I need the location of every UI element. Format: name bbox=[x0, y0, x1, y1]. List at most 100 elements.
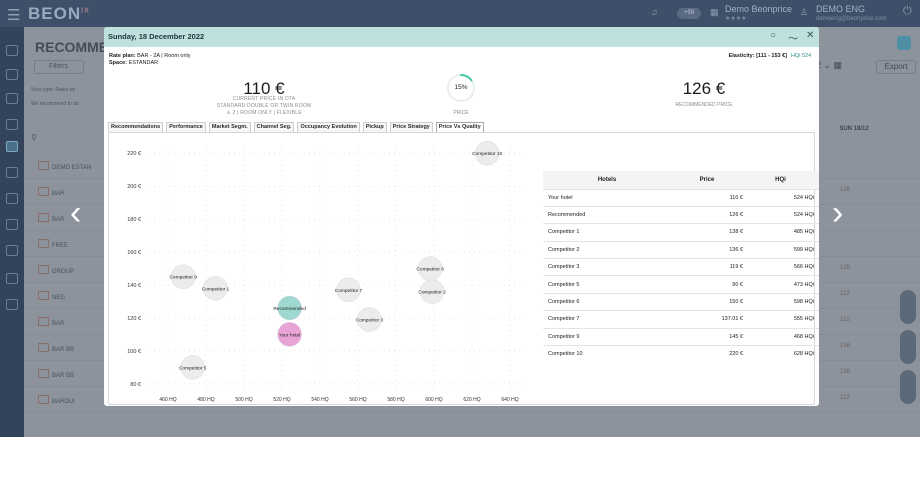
tab-performance[interactable]: Performance bbox=[166, 122, 206, 132]
y-tick-label: 120 € bbox=[127, 316, 141, 322]
table-row[interactable]: Competitor 2 136 €599 HQi bbox=[543, 240, 819, 259]
x-tick-label: 520 HQ bbox=[273, 397, 290, 403]
nav-dashboard-icon[interactable] bbox=[6, 45, 18, 56]
bell-icon[interactable]: ♫ bbox=[651, 7, 658, 17]
export-button[interactable]: Export bbox=[876, 60, 916, 74]
app-screen: ☰ BEONIX ♫ +99 ▦ Demo Beonprice ★★★★ ♙ DE… bbox=[0, 0, 920, 437]
hamburger-menu-icon[interactable]: ☰ bbox=[7, 7, 21, 24]
close-icon[interactable]: ✕ bbox=[806, 30, 815, 41]
table-row[interactable]: Competitor 1 138 €485 HQi bbox=[543, 223, 819, 242]
rate-label: BAR bbox=[38, 187, 64, 197]
logo-text: BEON bbox=[28, 4, 82, 23]
price-gauge bbox=[447, 74, 475, 102]
nav-grid-icon[interactable] bbox=[6, 93, 18, 104]
scatter-point bbox=[170, 264, 196, 289]
tab-market-segm[interactable]: Market Segm. bbox=[208, 122, 251, 132]
tab-occupancy-evolution[interactable]: Occupancy Evolution bbox=[297, 122, 360, 132]
table-row[interactable]: Competitor 10 220 €628 HQi bbox=[543, 345, 819, 363]
y-tick-label: 100 € bbox=[127, 349, 141, 355]
x-tick-label: 600 HQ bbox=[425, 397, 442, 403]
notifications-badge[interactable]: +99 bbox=[677, 8, 701, 19]
table-row[interactable]: Competitor 9 145 €468 HQi bbox=[543, 327, 819, 346]
table-row[interactable]: Competitor 6 150 €598 HQi bbox=[543, 292, 819, 311]
hqi-cell: 599 HQi bbox=[747, 240, 819, 259]
hotel-name-cell: Competitor 9 bbox=[543, 327, 671, 346]
point-label: Competitor 10 bbox=[472, 151, 502, 157]
page-title: RECOMMEN bbox=[35, 39, 119, 55]
scatter-point bbox=[203, 276, 228, 301]
elasticity-range: Elasticity: [111 - 153 €] bbox=[728, 53, 787, 59]
hotel-name-cell: Competitor 2 bbox=[543, 240, 671, 259]
tab-channel-seg[interactable]: Channel Seg. bbox=[253, 122, 295, 132]
nav-analytics-icon[interactable] bbox=[6, 273, 18, 284]
point-label: Competitor 9 bbox=[169, 275, 197, 281]
help-docs-tab[interactable] bbox=[900, 370, 916, 404]
nav-groups-icon[interactable] bbox=[6, 167, 18, 178]
tab-recommendations[interactable]: Recommendations bbox=[108, 122, 164, 132]
scatter-point bbox=[474, 140, 500, 166]
rate-value: 122 bbox=[840, 317, 851, 323]
rate-plan-value: BAR - 2A | Room only bbox=[137, 53, 191, 59]
hotel-news-tab[interactable] bbox=[900, 330, 916, 364]
point-label: Your hotel bbox=[279, 332, 300, 338]
rate-plan-info: Rate plan: BAR - 2A | Room only Space: E… bbox=[109, 53, 191, 67]
table-row[interactable]: Competitor 3 119 €566 HQi bbox=[543, 258, 819, 276]
chat-icon[interactable]: ○ bbox=[770, 30, 777, 41]
hqi-cell: 524 HQi bbox=[747, 188, 819, 207]
nav-settings-icon[interactable] bbox=[6, 299, 18, 310]
panel-toggle-icon[interactable] bbox=[897, 36, 911, 50]
rate-label: FREE bbox=[38, 239, 68, 249]
power-icon[interactable]: ⏻ bbox=[903, 5, 912, 17]
previous-day-arrow[interactable]: ‹ bbox=[70, 194, 82, 232]
hotel-name-cell: Competitor 3 bbox=[543, 258, 671, 276]
search-icon[interactable]: ⚲ bbox=[31, 133, 37, 142]
nav-rates-icon[interactable] bbox=[6, 119, 18, 130]
guests-icon: ♙ bbox=[226, 110, 231, 116]
column-header-sun: SUN 18/12 bbox=[839, 126, 869, 132]
nav-recommendations-icon[interactable] bbox=[6, 141, 18, 152]
tab-price-vs-quality[interactable]: Price Vs Quality bbox=[435, 122, 484, 132]
y-tick-label: 140 € bbox=[127, 283, 141, 289]
next-day-arrow[interactable]: › bbox=[832, 194, 844, 232]
tab-pickup[interactable]: Pickup bbox=[362, 122, 387, 132]
scatter-point bbox=[419, 279, 445, 304]
app-logo[interactable]: BEONIX bbox=[28, 4, 90, 24]
table-row[interactable]: Recommended 126 €524 HQi bbox=[543, 205, 819, 224]
rate-label: BAR BB bbox=[38, 343, 74, 353]
nav-reports-icon[interactable] bbox=[6, 193, 18, 204]
trend-icon[interactable]: 〜 bbox=[788, 34, 798, 45]
feedback-tab[interactable] bbox=[900, 290, 916, 324]
detail-tabs: Recommendations Performance Market Segm. Ch… bbox=[108, 122, 487, 132]
table-row[interactable]: BARDUI 112 bbox=[24, 387, 920, 413]
current-price-caption: CURRENT PRICE IN OTA bbox=[232, 96, 296, 102]
rate-value: 138 bbox=[840, 343, 851, 349]
gauge-fill bbox=[460, 74, 473, 82]
hotel-name: Demo Beonprice bbox=[725, 4, 793, 14]
x-tick-label: 540 HQ bbox=[311, 397, 328, 403]
user-menu[interactable]: DEMO ENG demoeng@beonprice.com bbox=[816, 4, 886, 24]
table-row[interactable]: Competitor 7 137.01 €555 HQi bbox=[543, 310, 819, 329]
hqi-cell: 566 HQi bbox=[747, 258, 819, 276]
filters-button[interactable]: Filters bbox=[34, 60, 84, 74]
x-tick-label: 640 HQ bbox=[501, 397, 518, 403]
hotel-selector[interactable]: Demo Beonprice ★★★★ bbox=[725, 4, 792, 24]
nav-home-icon[interactable] bbox=[6, 69, 18, 80]
header-hqi: HQi bbox=[747, 171, 819, 189]
x-tick-label: 580 HQ bbox=[387, 397, 404, 403]
x-tick-label: 480 HQ bbox=[197, 397, 214, 403]
y-tick-label: 220 € bbox=[127, 151, 141, 157]
table-row[interactable]: Your hotel 110 €524 HQi bbox=[543, 188, 819, 207]
nav-bank-icon[interactable] bbox=[6, 219, 18, 230]
recommended-price: 126 € bbox=[682, 79, 726, 98]
hotel-name-cell: Competitor 7 bbox=[543, 310, 671, 329]
price-vs-quality-chart: 80 € 100 € 120 € 140 € 160 € 180 € 200 € 220 € 4… bbox=[127, 140, 529, 403]
room-type-line: STANDARD DOUBLE OR TWIN ROOM bbox=[216, 103, 312, 109]
hqi-cell: 473 HQi bbox=[747, 275, 819, 294]
header-price: Price bbox=[671, 171, 747, 189]
tab-price-strategy[interactable]: Price Strategy bbox=[389, 122, 433, 132]
table-row[interactable]: Competitor 5 90 €473 HQi bbox=[543, 275, 819, 294]
nav-alerts-icon[interactable] bbox=[6, 245, 18, 256]
hqi-cell: 468 HQi bbox=[747, 327, 819, 346]
current-price: 110 € bbox=[243, 79, 285, 98]
y-tick-label: 200 € bbox=[127, 184, 141, 190]
